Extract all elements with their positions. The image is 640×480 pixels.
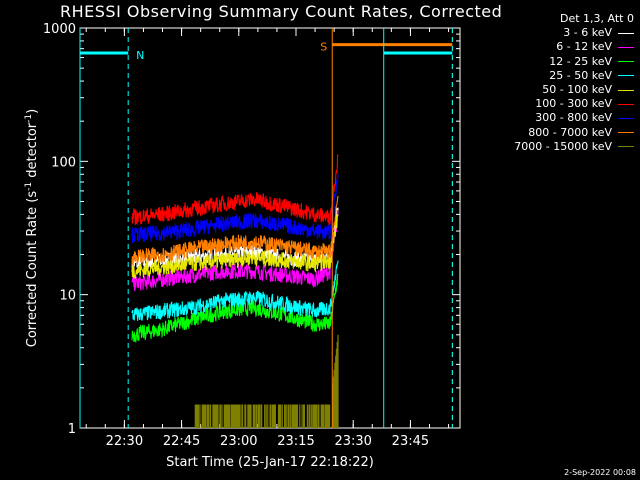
- y-tick-label: 10: [59, 289, 76, 304]
- series-1: [131, 210, 339, 292]
- series-4: [131, 214, 339, 279]
- legend-item: 7000 - 15000 keV: [514, 140, 634, 154]
- chart-title: RHESSI Observing Summary Count Rates, Co…: [60, 2, 503, 21]
- legend-swatch: [618, 32, 634, 34]
- legend-swatch: [618, 89, 634, 91]
- y-axis-label: Corrected Count Rate (s-1 detector-1): [23, 108, 41, 348]
- series-6: [131, 174, 339, 244]
- marker-label-0: N: [136, 49, 144, 62]
- x-axis-label: Start Time (25-Jan-17 22:18:22): [166, 455, 374, 470]
- legend-item: 6 - 12 keV: [514, 40, 634, 54]
- legend-item: 100 - 300 keV: [514, 97, 634, 111]
- legend-item: 300 - 800 keV: [514, 111, 634, 125]
- legend-label: 300 - 800 keV: [535, 111, 612, 125]
- legend-item: 800 - 7000 keV: [514, 126, 634, 140]
- legend-label: 50 - 100 keV: [542, 83, 612, 97]
- legend-label: 12 - 25 keV: [549, 54, 612, 68]
- legend-label: 25 - 50 keV: [549, 68, 612, 82]
- legend-label: 800 - 7000 keV: [528, 125, 612, 139]
- series-2: [131, 273, 339, 344]
- series-8: [194, 334, 339, 428]
- y-tick-label: 1: [68, 422, 76, 437]
- x-tick-label: 22:30: [106, 434, 143, 449]
- legend-swatch: [618, 132, 634, 134]
- legend-swatch: [618, 103, 634, 105]
- legend-swatch: [618, 47, 634, 48]
- legend-swatch: [618, 118, 634, 120]
- marker-label-1: S: [320, 41, 327, 54]
- x-tick-label: 23:15: [277, 434, 314, 449]
- series-3: [131, 260, 339, 321]
- y-tick-label: 100: [51, 155, 76, 170]
- footer-date: 2-Sep-2022 00:08: [564, 468, 636, 477]
- legend-label: 100 - 300 keV: [535, 97, 612, 111]
- legend-label: 7000 - 15000 keV: [514, 139, 612, 153]
- legend-item: 12 - 25 keV: [514, 55, 634, 69]
- legend-label: 6 - 12 keV: [556, 40, 612, 54]
- legend-swatch: [618, 61, 634, 63]
- series-7: [131, 195, 339, 267]
- legend-swatch: [618, 75, 634, 77]
- x-tick-label: 23:45: [392, 434, 429, 449]
- legend-label: 3 - 6 keV: [563, 26, 612, 40]
- x-tick-label: 22:45: [163, 434, 200, 449]
- legend-item: 3 - 6 keV: [514, 26, 634, 40]
- legend-item: 50 - 100 keV: [514, 83, 634, 97]
- legend-header: Det 1,3, Att 0: [560, 12, 634, 25]
- legend-item: 25 - 50 keV: [514, 69, 634, 83]
- legend: Det 1,3, Att 0 3 - 6 keV 6 - 12 keV 12 - 2…: [514, 12, 634, 154]
- x-tick-label: 23:00: [220, 434, 257, 449]
- series-5: [131, 154, 339, 226]
- x-tick-label: 23:30: [334, 434, 371, 449]
- y-tick-label: 1000: [43, 22, 76, 37]
- legend-swatch: [618, 146, 634, 148]
